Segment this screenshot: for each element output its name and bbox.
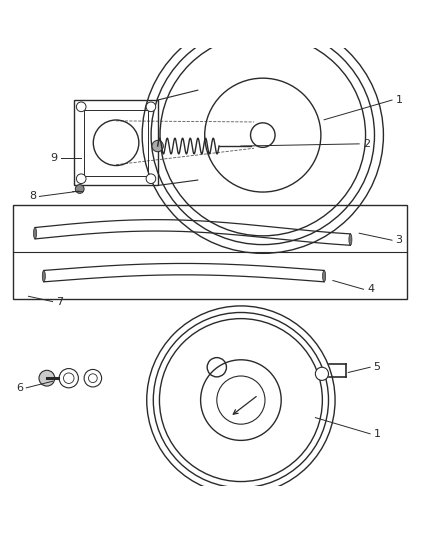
Text: 1: 1 xyxy=(374,429,381,439)
Text: 8: 8 xyxy=(29,191,36,201)
Circle shape xyxy=(152,140,163,152)
Circle shape xyxy=(59,368,78,388)
Ellipse shape xyxy=(33,228,36,239)
Text: 6: 6 xyxy=(16,383,23,393)
Circle shape xyxy=(76,102,86,111)
Text: 3: 3 xyxy=(396,235,403,245)
Text: 2: 2 xyxy=(363,139,370,149)
Bar xyxy=(13,205,407,300)
Circle shape xyxy=(84,369,102,387)
Circle shape xyxy=(75,184,84,193)
Bar xyxy=(74,100,158,185)
Ellipse shape xyxy=(349,234,352,245)
Circle shape xyxy=(146,174,156,183)
Circle shape xyxy=(315,367,328,381)
Circle shape xyxy=(88,374,97,383)
Circle shape xyxy=(64,373,74,383)
Circle shape xyxy=(146,102,156,111)
Text: 1: 1 xyxy=(396,95,403,105)
Circle shape xyxy=(39,370,55,386)
Ellipse shape xyxy=(42,270,46,282)
Text: 7: 7 xyxy=(56,296,63,306)
Circle shape xyxy=(76,174,86,183)
Ellipse shape xyxy=(322,270,326,282)
Text: 5: 5 xyxy=(374,362,381,372)
Text: 4: 4 xyxy=(367,284,374,294)
Bar xyxy=(84,110,148,176)
Text: 9: 9 xyxy=(51,153,58,163)
